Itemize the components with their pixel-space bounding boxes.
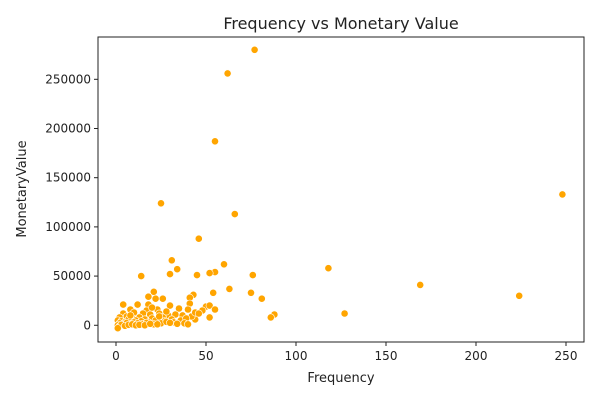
data-point <box>155 312 164 321</box>
y-tick-label: 250000 <box>45 72 91 86</box>
y-axis-label: MonetaryValue <box>15 140 30 237</box>
data-point <box>184 320 192 329</box>
data-point <box>113 324 122 333</box>
data-point <box>173 319 182 328</box>
x-tick-label: 250 <box>555 349 578 363</box>
data-point <box>148 303 156 312</box>
x-tick-label: 150 <box>375 349 398 363</box>
data-point <box>162 307 171 316</box>
data-point <box>166 270 174 278</box>
data-point <box>220 260 228 269</box>
data-point <box>211 305 219 314</box>
plot-frame <box>97 36 585 343</box>
data-point <box>173 265 182 274</box>
data-point <box>211 137 219 146</box>
data-point <box>324 264 333 273</box>
data-point <box>205 313 214 322</box>
data-point <box>137 272 146 280</box>
data-point <box>230 210 239 218</box>
data-point <box>151 294 160 303</box>
data-point <box>194 234 203 243</box>
data-point <box>225 284 234 293</box>
y-tick-label: 0 <box>83 318 91 332</box>
points-layer <box>113 45 567 333</box>
ticks-layer: 0 50 100 150 200 250 0 50000 100000 150000 200000 2… <box>45 72 577 363</box>
data-point <box>133 300 142 309</box>
data-point <box>515 291 524 300</box>
data-point <box>175 304 183 313</box>
data-point <box>146 319 155 328</box>
y-tick-label: 50000 <box>53 269 91 283</box>
x-axis-label: Frequency <box>307 371 374 386</box>
data-point <box>250 45 259 54</box>
x-tick-label: 200 <box>465 349 488 363</box>
data-point <box>558 190 567 199</box>
data-point <box>266 313 275 322</box>
data-point <box>248 271 257 279</box>
data-point <box>126 311 135 320</box>
data-point <box>158 294 167 303</box>
x-tick-label: 0 <box>112 349 120 363</box>
x-tick-label: 100 <box>285 349 308 363</box>
y-tick-label: 200000 <box>45 122 91 136</box>
data-point <box>223 69 232 78</box>
data-point <box>247 288 255 297</box>
data-point <box>257 294 266 303</box>
y-tick-label: 150000 <box>45 171 91 185</box>
data-point <box>157 199 165 208</box>
axes-layer <box>97 36 585 343</box>
data-point <box>166 318 174 327</box>
x-tick-label: 50 <box>198 349 213 363</box>
chart-title: Frequency vs Monetary Value <box>223 14 458 33</box>
data-point <box>184 305 192 314</box>
data-point <box>144 292 153 301</box>
data-point <box>205 269 214 277</box>
data-point <box>416 280 425 289</box>
data-point <box>167 256 176 265</box>
data-point <box>166 301 174 310</box>
data-point <box>209 288 218 297</box>
data-point <box>205 301 214 310</box>
data-point <box>194 309 203 318</box>
data-point <box>193 271 201 279</box>
data-point <box>119 300 128 309</box>
data-point <box>340 309 349 318</box>
y-tick-label: 100000 <box>45 220 91 234</box>
data-point <box>153 320 162 329</box>
